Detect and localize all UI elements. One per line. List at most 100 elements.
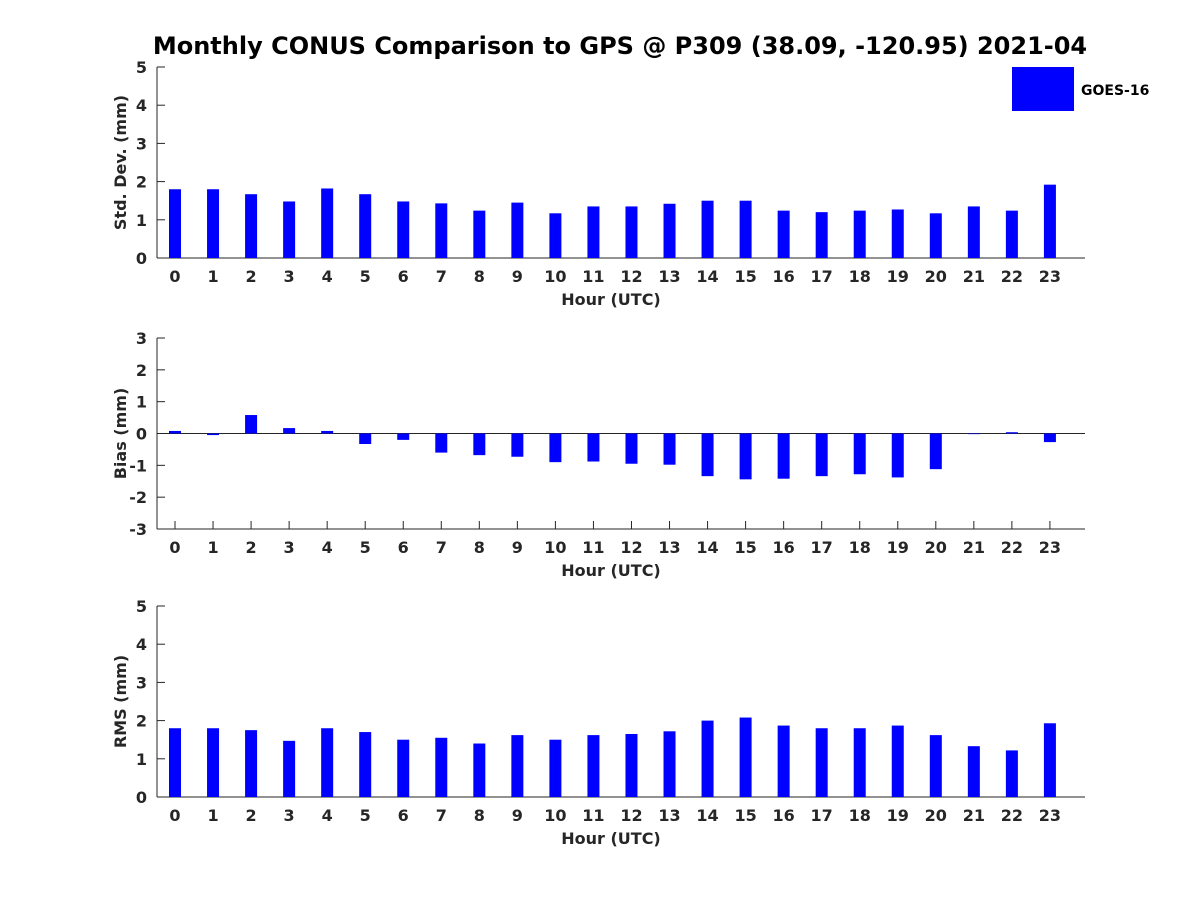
rms-bar-1	[207, 728, 220, 797]
std-dev-x-tick-label: 23	[1039, 267, 1061, 286]
std-dev-bar-13	[663, 203, 676, 258]
std-dev-x-tick-label: 11	[582, 267, 604, 286]
std-dev-bar-18	[853, 210, 866, 258]
std-dev-bar-10	[549, 213, 562, 258]
rms-bar-23	[1043, 723, 1056, 797]
rms-bar-21	[967, 746, 980, 797]
bias-x-tick-label: 1	[207, 538, 218, 557]
bias-bar-20	[929, 433, 942, 470]
std-dev-bar-8	[473, 210, 486, 258]
std-dev-x-tick-label: 0	[169, 267, 180, 286]
bias-bar-2	[245, 415, 258, 434]
std-dev-bar-2	[245, 194, 258, 258]
rms-x-tick-label: 19	[887, 806, 909, 825]
std-dev-x-tick-label: 22	[1001, 267, 1023, 286]
bias-bar-17	[815, 433, 828, 477]
rms-x-tick-label: 1	[207, 806, 218, 825]
bias-bar-15	[739, 433, 752, 480]
rms-x-tick-label: 14	[696, 806, 718, 825]
rms-bar-12	[625, 733, 638, 797]
bias-bar-12	[625, 433, 638, 464]
bias-x-tick-label: 21	[963, 538, 985, 557]
bias-x-tick-label: 18	[849, 538, 871, 557]
std-dev-y-tick-label: 2	[136, 173, 147, 192]
std-dev-bar-19	[891, 209, 904, 258]
bias-bar-22	[1005, 432, 1018, 434]
rms-y-tick-label: 3	[136, 673, 147, 692]
rms-y-tick-label: 0	[136, 788, 147, 807]
rms-bar-8	[473, 743, 486, 797]
rms-bar-17	[815, 728, 828, 797]
bias-bar-11	[587, 433, 600, 462]
bias-bar-7	[435, 433, 448, 453]
bias-bar-16	[777, 433, 790, 479]
std-dev-y-tick-label: 3	[136, 134, 147, 153]
bias-bar-6	[397, 433, 410, 440]
std-dev-bar-22	[1005, 210, 1018, 258]
bias-bar-5	[359, 433, 372, 445]
rms-y-axis-label: RMS (mm)	[111, 655, 130, 748]
bias-bar-10	[549, 433, 562, 463]
bias-bar-0	[169, 430, 181, 434]
rms-bar-7	[435, 737, 448, 797]
bias-y-tick-label: 0	[136, 425, 147, 444]
rms-bar-11	[587, 735, 600, 797]
std-dev-x-tick-label: 13	[658, 267, 680, 286]
bias-x-tick-label: 12	[620, 538, 642, 557]
std-dev-bar-20	[929, 213, 942, 258]
std-dev-x-tick-label: 3	[284, 267, 295, 286]
rms-x-tick-label: 10	[544, 806, 566, 825]
std-dev-bar-12	[625, 206, 638, 258]
bias-y-tick-label: -1	[129, 456, 147, 475]
std-dev-bar-14	[701, 200, 714, 258]
std-dev-x-tick-label: 16	[773, 267, 795, 286]
std-dev-x-tick-label: 14	[696, 267, 718, 286]
rms-x-tick-label: 8	[474, 806, 485, 825]
std-dev-x-tick-label: 2	[246, 267, 257, 286]
rms-bar-3	[283, 740, 296, 797]
bias-x-tick-label: 7	[436, 538, 447, 557]
rms-x-tick-label: 2	[246, 806, 257, 825]
std-dev-x-tick-label: 19	[887, 267, 909, 286]
bias-bar-8	[473, 433, 486, 456]
rms-bar-5	[359, 732, 372, 797]
rms-y-tick-label: 4	[136, 635, 147, 654]
std-dev-x-tick-label: 20	[925, 267, 947, 286]
std-dev-x-tick-label: 6	[398, 267, 409, 286]
std-dev-y-tick-label: 4	[136, 96, 147, 115]
std-dev-x-tick-label: 10	[544, 267, 566, 286]
bias-y-tick-label: 2	[136, 361, 147, 380]
bias-x-tick-label: 17	[811, 538, 833, 557]
std-dev-bar-9	[511, 202, 524, 258]
bias-y-axis-label: Bias (mm)	[111, 388, 130, 480]
std-dev-bar-0	[169, 189, 181, 258]
bias-bar-13	[663, 433, 676, 465]
std-dev-y-tick-label: 1	[136, 211, 147, 230]
std-dev-bar-3	[283, 201, 296, 258]
bias-y-tick-label: 3	[136, 329, 147, 348]
rms-x-tick-label: 4	[322, 806, 333, 825]
bias-bar-23	[1043, 433, 1056, 443]
bias-x-tick-label: 11	[582, 538, 604, 557]
std-dev-y-tick-label: 0	[136, 249, 147, 268]
std-dev-x-tick-label: 9	[512, 267, 523, 286]
bias-x-tick-label: 20	[925, 538, 947, 557]
bias-x-tick-label: 8	[474, 538, 485, 557]
rms-bar-2	[245, 730, 258, 797]
rms-x-tick-label: 3	[284, 806, 295, 825]
bias-x-tick-label: 0	[169, 538, 180, 557]
std-dev-bar-4	[321, 188, 334, 258]
std-dev-x-tick-label: 21	[963, 267, 985, 286]
std-dev-bar-5	[359, 194, 372, 258]
bias-x-tick-label: 3	[284, 538, 295, 557]
rms-bar-9	[511, 735, 524, 797]
std-dev-x-tick-label: 5	[360, 267, 371, 286]
rms-x-tick-label: 15	[734, 806, 756, 825]
std-dev-x-tick-label: 1	[207, 267, 218, 286]
bias-x-tick-label: 15	[734, 538, 756, 557]
rms-y-tick-label: 5	[136, 597, 147, 616]
rms-x-tick-label: 0	[169, 806, 180, 825]
